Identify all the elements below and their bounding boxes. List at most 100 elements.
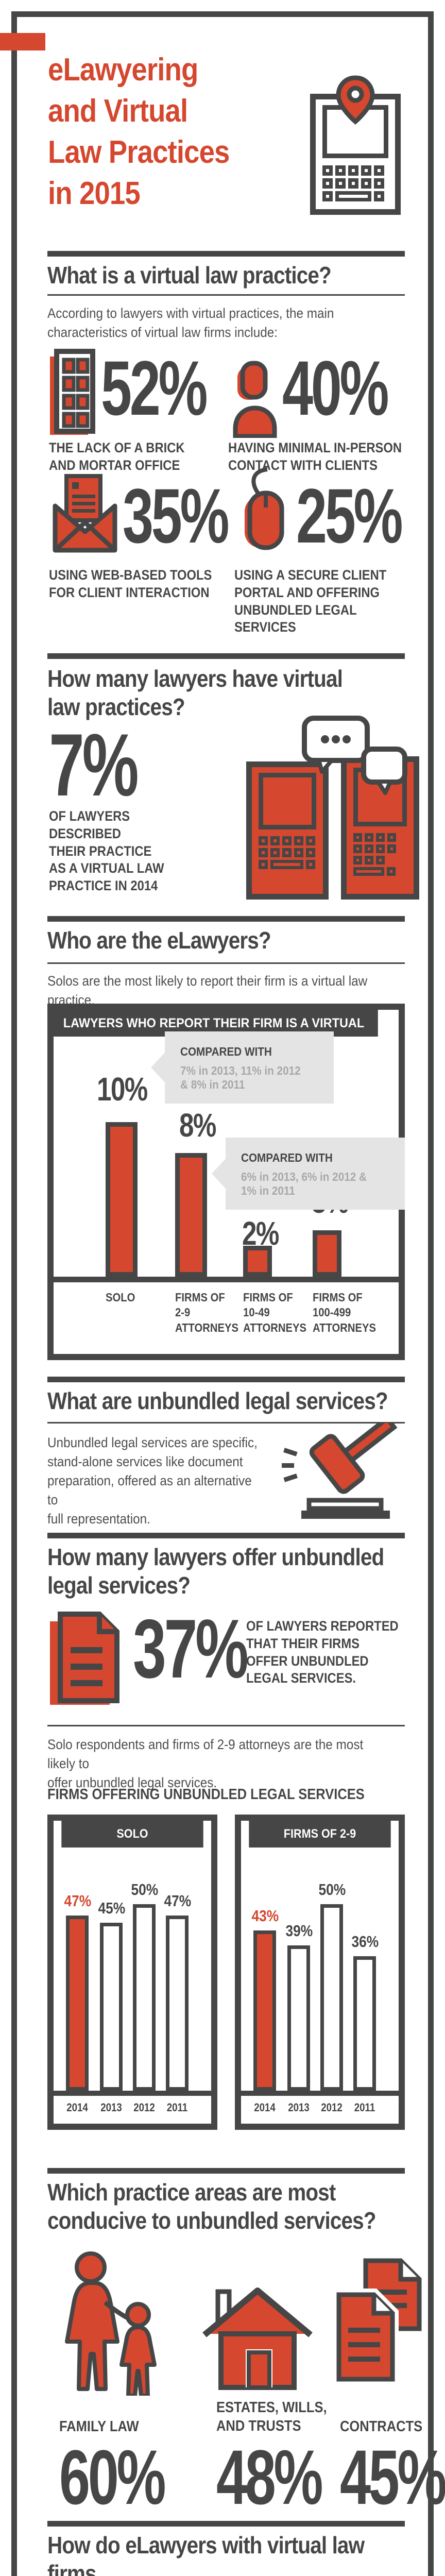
phone-keypad [322,165,388,204]
chart-axis [54,2091,211,2096]
solo-bar-2011 [166,1916,189,2091]
practice-area-value: 48% [216,2434,323,2520]
chart-bar-solo [106,1122,138,1277]
stat-value: 40% [282,345,389,431]
chart-bar-100-499 [313,1230,341,1277]
chart-title: SOLO [61,1821,203,1848]
solo-bar-2012 [133,1904,156,2091]
gavel-icon [281,1415,409,1523]
building-icon [49,348,98,438]
section-heading-offer: How many lawyers offer unbundled legal s… [47,1544,384,1599]
bar-value: 8% [179,1107,216,1144]
stat-value: 52% [101,345,208,431]
year-label: 2012 [133,2101,155,2114]
speech-bubble-icon [361,746,409,795]
axis-label: FIRMS OF 10-49 ATTORNEYS [243,1291,306,1334]
document-icon [49,1610,126,1708]
practice-area-value: 60% [59,2434,166,2520]
solo-bar-2013 [100,1923,123,2091]
bar-value: 50% [131,1880,159,1899]
bar-value: 50% [318,1880,346,1899]
year-label: 2011 [354,2101,375,2114]
family-icon [58,2249,166,2398]
bar-value: 10% [97,1071,148,1108]
bar-value: 36% [351,1933,379,1951]
person-icon [228,361,280,439]
callout-detail: 7% in 2013, 11% in 2012 & 8% in 2011 [180,1064,301,1091]
envelope-icon [49,473,121,555]
stat-value-7pct: 7% [49,716,139,815]
chart-bar-2-9 [175,1153,207,1277]
year-label: 2014 [66,2101,88,2114]
bar-value: 45% [98,1899,126,1917]
chart-axis [241,2091,399,2096]
axis-label: SOLO [106,1291,135,1304]
section-divider [47,2168,405,2174]
callout-2-9: COMPARED WITH 6% in 2013, 6% in 2012 & 1… [212,1138,405,1210]
firms-bar-2013 [287,1945,310,2091]
bar-value: 2% [242,1215,279,1252]
offer-note: Solo respondents and firms of 2-9 attorn… [47,1737,364,1790]
mouse-icon [234,466,291,551]
page-border-frame [11,11,434,2576]
firms-bar-2012 [320,1904,343,2091]
section-divider [47,916,405,922]
bar-value: 47% [64,1892,92,1910]
page-title: eLawyering and Virtual Law Practices in … [48,52,230,211]
heading-rule [47,294,405,296]
practice-area-label: FAMILY LAW [59,2418,139,2435]
intro-text: According to lawyers with virtual practi… [47,306,334,340]
section-heading-who: Who are the eLawyers? [47,927,271,954]
callout-title: COMPARED WITH [241,1151,333,1164]
section-divider [47,2521,405,2527]
section-divider [47,251,405,257]
stat-value-37pct: 37% [133,1602,249,1696]
section-divider [47,653,405,659]
practice-area-label: CONTRACTS [340,2418,423,2435]
axis-label: FIRMS OF 2-9 ATTORNEYS [175,1291,238,1334]
map-pin-icon [334,75,377,125]
heading-rule [47,1422,405,1423]
stat-value: 25% [296,472,403,559]
year-label: 2013 [288,2101,310,2114]
year-label: 2012 [321,2101,343,2114]
stat-label: USING WEB-BASED TOOLS FOR CLIENT INTERAC… [49,567,212,600]
solo-bar-2014 [66,1916,89,2091]
house-icon [198,2277,317,2396]
practice-area-label: ESTATES, WILLS, AND TRUSTS [216,2399,327,2435]
bar-value: 43% [251,1907,279,1925]
unbundled-body: Unbundled legal services are specific, s… [47,1435,258,1527]
heading-rule [47,962,405,964]
section-heading-virtual-practice: What is a virtual law practice? [47,262,332,289]
year-label: 2011 [166,2101,188,2114]
stat-label-37pct: OF LAWYERS REPORTED THAT THEIR FIRMS OFF… [246,1618,399,1686]
red-accent-tab [0,33,45,50]
firms-bar-2014 [253,1930,276,2091]
section-heading-unbundled: What are unbundled legal services? [47,1387,388,1414]
section-heading-practice-areas: Which practice areas are most conducive … [47,2179,376,2234]
stat-label-7pct: OF LAWYERS DESCRIBED THEIR PRACTICE AS A… [49,808,164,893]
phone-chat-icon-left [246,761,329,900]
chart-bar-10-49 [243,1246,272,1277]
section-heading-how-many: How many lawyers have virtual law practi… [47,665,343,721]
rule [47,1725,405,1726]
callout-solo: COMPARED WITH 7% in 2013, 11% in 2012 & … [151,1031,334,1104]
year-label: 2013 [100,2101,122,2114]
callout-detail: 6% in 2013, 6% in 2012 & 1% in 2011 [241,1170,367,1197]
year-label: 2014 [254,2101,276,2114]
mini-charts-label: FIRMS OFFERING UNBUNDLED LEGAL SERVICES [47,1786,365,1803]
stat-label: THE LACK OF A BRICK AND MORTAR OFFICE [49,440,185,473]
chart-axis [54,1277,399,1282]
practice-area-value: 45% [340,2434,445,2520]
stat-label: HAVING MINIMAL IN-PERSON CONTACT WITH CL… [228,440,402,473]
speech-bubble-dots-icon [301,715,371,774]
firms-chart: FIRMS OF 2-9 ATTORNEYS [235,1815,405,2130]
stat-label: USING A SECURE CLIENT PORTAL AND OFFERIN… [234,567,387,635]
section-divider [47,1533,405,1538]
stat-value: 35% [123,472,230,559]
bar-value: 39% [285,1922,313,1940]
contracts-icon [330,2256,427,2387]
bar-value: 47% [164,1892,192,1910]
callout-title: COMPARED WITH [180,1045,272,1058]
